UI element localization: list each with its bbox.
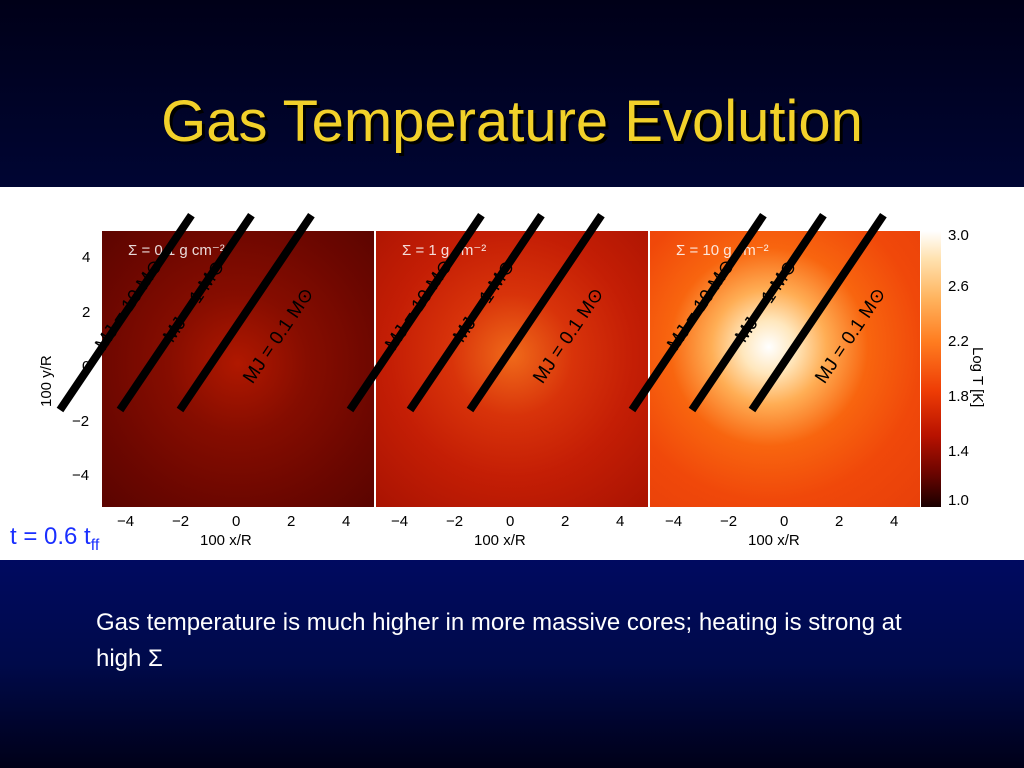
colorbar-tick: 2.6 <box>948 278 969 295</box>
panel-sigma-10: Σ = 10 g cm⁻² <box>650 231 920 507</box>
x-tick: 0 <box>780 513 789 530</box>
colorbar-tick: 1.0 <box>948 492 969 509</box>
colorbar-tick: 2.2 <box>948 333 969 350</box>
x-tick: 2 <box>287 513 296 530</box>
x-tick: −2 <box>446 513 464 530</box>
colorbar-tick: 3.0 <box>948 227 969 244</box>
y-tick: −2 <box>72 413 90 430</box>
y-tick: 4 <box>82 249 91 266</box>
x-tick: 2 <box>835 513 844 530</box>
x-tick: −4 <box>391 513 409 530</box>
x-tick: 4 <box>616 513 625 530</box>
time-label-main: t = 0.6 t <box>10 523 91 550</box>
x-tick: −4 <box>117 513 135 530</box>
x-axis-label: 100 x/R <box>748 532 800 549</box>
time-label: t = 0.6 tff <box>10 523 99 555</box>
x-tick: −4 <box>665 513 683 530</box>
colorbar <box>921 231 941 507</box>
x-axis-label: 100 x/R <box>474 532 526 549</box>
y-tick: −4 <box>72 467 90 484</box>
slide-caption: Gas temperature is much higher in more m… <box>96 609 902 672</box>
x-axis-label: 100 x/R <box>200 532 252 549</box>
colorbar-tick: 1.8 <box>948 388 969 405</box>
x-tick: −2 <box>172 513 190 530</box>
x-tick: 0 <box>506 513 515 530</box>
colorbar-tick: 1.4 <box>948 443 969 460</box>
panel-label: Σ = 1 g cm⁻² <box>402 242 487 259</box>
slide-title: Gas Temperature Evolution <box>161 89 863 154</box>
x-tick: 2 <box>561 513 570 530</box>
x-tick: 4 <box>342 513 351 530</box>
x-tick: −2 <box>720 513 738 530</box>
x-tick: 4 <box>890 513 899 530</box>
x-tick: 0 <box>232 513 241 530</box>
bottom-band <box>0 560 1024 768</box>
y-axis-label: 100 y/R <box>38 355 55 407</box>
temperature-figure: Σ = 0.1 g cm⁻² Σ = 1 g cm⁻² Σ = 10 g cm⁻… <box>0 187 1024 560</box>
panel-label: Σ = 0.1 g cm⁻² <box>128 242 225 259</box>
time-label-sub: ff <box>90 536 100 554</box>
colorbar-label: Log T [K] <box>969 347 986 408</box>
panel-sigma-1: Σ = 1 g cm⁻² <box>376 231 648 507</box>
y-tick: 2 <box>82 304 91 321</box>
